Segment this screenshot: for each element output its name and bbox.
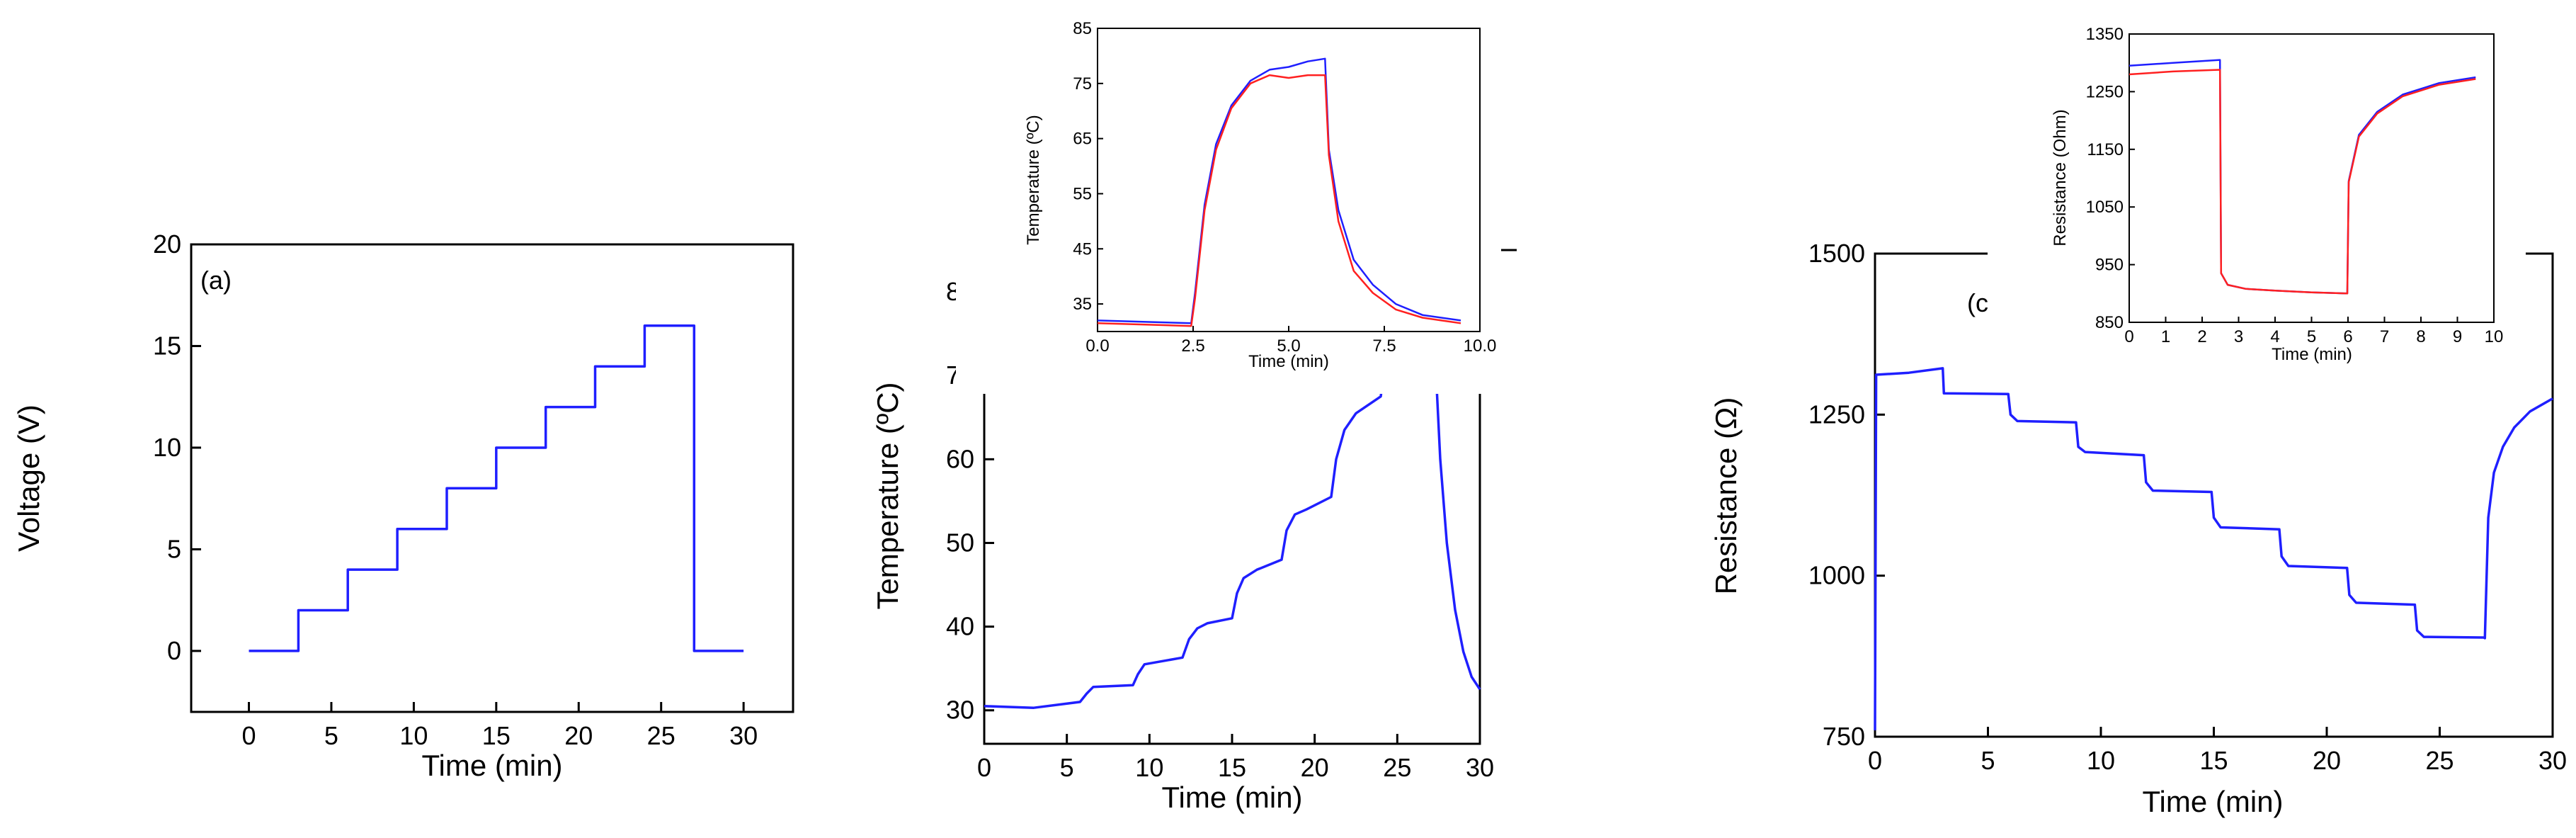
y-tick-label: 950 [2095,256,2124,275]
y-axis-label: Voltage (V) [12,404,45,552]
x-tick-label: 0 [241,721,256,750]
x-tick-label: 20 [2313,746,2341,775]
y-tick-label: 60 [946,444,974,473]
x-tick-label: 10 [2485,327,2504,346]
x-axis-label: Time (min) [2272,345,2352,364]
x-tick-label: 5.0 [1277,336,1300,356]
x-tick-label: 20 [564,721,593,750]
x-tick-label: 1 [2161,327,2170,346]
series-line-resistance [1874,367,2553,730]
x-tick-label: 0 [2124,327,2133,346]
y-tick-label: 5 [167,534,181,563]
x-tick-label: 4 [2270,327,2279,346]
x-tick-label: 10.0 [1464,336,1497,356]
x-tick-label: 30 [1466,753,1494,782]
y-tick-label: 45 [1073,239,1092,259]
y-tick-label: 1250 [2086,82,2124,101]
y-tick-label: 1500 [1808,239,1865,268]
y-tick-label: 1250 [1808,400,1865,429]
x-tick-label: 10 [2087,746,2115,775]
series-line-red [1097,74,1461,327]
y-tick-label: 1000 [1808,561,1865,590]
x-tick-label: 5 [324,721,338,750]
y-tick-label: 30 [946,696,974,725]
panel-label: (a) [200,266,232,295]
x-tick-label: 2.5 [1181,336,1204,356]
x-tick-label: 30 [729,721,758,750]
x-tick-label: 6 [2343,327,2352,346]
x-tick-label: 2 [2197,327,2206,346]
x-tick-label: 15 [1218,753,1246,782]
panel-b-inset: 0.0 2.5 5.0 7.5 10.0 35 45 55 65 75 85 Time (min) Te… [956,19,1501,394]
x-tick-label: 25 [647,721,676,750]
y-tick-label: 20 [153,230,181,259]
x-tick-label: 3 [2234,327,2243,346]
y-tick-label: 40 [946,612,974,641]
x-tick-label: 10 [1135,753,1163,782]
panel-c-inset: 0 1 2 3 4 5 6 7 8 9 10 850 950 1050 1150 1250 1350 Time (… [1988,25,2515,385]
inset-background [1988,26,2515,385]
x-tick-label: 30 [2538,746,2567,775]
y-tick-label: 10 [153,433,181,462]
y-axis-label: Resistance (Ω) [1709,397,1743,595]
y-axis-label: Resistance (Ohm) [2051,109,2070,246]
y-tick-label: 75 [1073,74,1092,94]
y-tick-label: 1050 [2086,198,2124,217]
x-tick-label: 5 [1060,753,1074,782]
x-axis-label: Time (min) [421,749,562,782]
series-line-voltage [249,324,744,652]
y-tick-label: 55 [1073,184,1092,203]
x-tick-label: 0 [1868,746,1882,775]
x-tick-label: 10 [399,721,428,750]
x-tick-label: 0 [977,753,991,782]
x-tick-label: 7.5 [1372,336,1396,356]
y-tick-label: 1350 [2086,25,2124,44]
plot-frame [190,243,794,713]
x-axis-label: Time (min) [1248,352,1329,371]
x-tick-label: 5 [1981,746,1995,775]
y-tick-label: 15 [153,331,181,360]
y-axis-label: Temperature (ºC) [871,382,904,609]
x-tick-label: 9 [2453,327,2462,346]
x-axis-label: Time (min) [1161,781,1302,814]
y-tick-label: 1150 [2087,140,2124,159]
y-tick-label: 0 [167,636,181,665]
y-tick-label: 35 [1073,295,1092,314]
x-tick-label: 15 [2199,746,2228,775]
x-tick-label: 25 [1383,753,1411,782]
x-tick-label: 15 [482,721,511,750]
x-tick-label: 7 [2380,327,2389,346]
x-tick-label: 20 [1301,753,1329,782]
x-tick-label: 0.0 [1085,336,1109,356]
series-line-red [2128,69,2476,295]
x-tick-label: 5 [2307,327,2316,346]
y-tick-label: 850 [2095,313,2124,332]
x-axis-label: Time (min) [2142,785,2283,818]
y-axis-label: Temperature (ºC) [1024,115,1043,244]
x-tick-label: 25 [2425,746,2454,775]
y-tick-label: 85 [1073,19,1092,38]
y-tick-label: 750 [1823,722,1865,751]
x-tick-label: 8 [2416,327,2425,346]
y-tick-label: 65 [1073,130,1092,149]
y-tick-label: 50 [946,528,974,557]
